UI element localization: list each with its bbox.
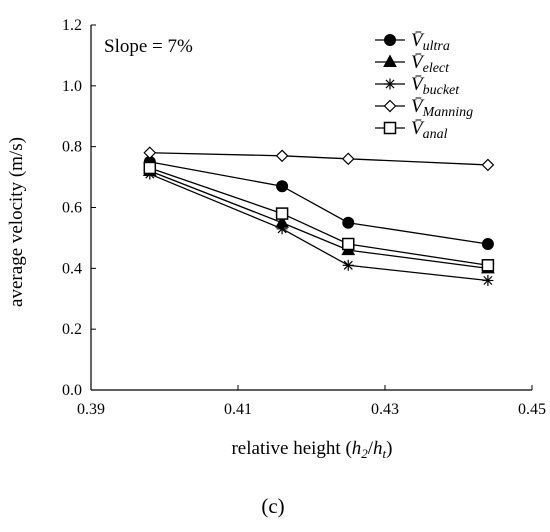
x-axis-title-prefix: relative height ( xyxy=(231,438,351,459)
legend-label: V̄elect xyxy=(411,52,450,76)
legend-label-sub: anal xyxy=(423,127,448,142)
legend-label-sub: bucket xyxy=(423,83,461,98)
slope-annotation: Slope = 7% xyxy=(104,36,193,57)
legend-label: V̄anal xyxy=(411,118,448,142)
legend-label-base: V̄ xyxy=(411,52,425,73)
legend-label-base: V̄ xyxy=(411,118,425,139)
y-tick-label: 0.2 xyxy=(62,321,82,338)
data-point xyxy=(342,216,355,229)
legend-marker xyxy=(383,121,397,135)
asterisk-stroke xyxy=(385,79,395,89)
y-axis-title: average velocity (m/s) xyxy=(6,137,27,307)
series-elect xyxy=(142,163,495,274)
data-point xyxy=(275,207,289,220)
legend-label-sub: elect xyxy=(423,61,451,76)
x-tick-label: 0.41 xyxy=(224,401,252,418)
y-axis-ticks: 0.0 0.2 0.4 0.6 0.8 1.0 1.2 xyxy=(62,17,96,399)
series-line xyxy=(149,170,488,269)
asterisk-stroke xyxy=(343,260,353,270)
legend-label-sub: Manning xyxy=(422,105,474,120)
legend-item: V̄bucket xyxy=(375,74,460,98)
series-ultra xyxy=(143,155,494,250)
data-point xyxy=(481,238,494,250)
data-point xyxy=(342,259,354,271)
data-point xyxy=(482,275,494,286)
x-axis-title-subt: t xyxy=(383,446,387,461)
series-bucket xyxy=(144,168,494,286)
y-tick-label: 1.2 xyxy=(62,17,82,34)
x-axis-title-ht: h xyxy=(373,438,383,459)
series-layer xyxy=(142,146,495,286)
data-point xyxy=(481,158,495,172)
asterisk-stroke xyxy=(483,275,493,286)
data-point xyxy=(481,259,495,272)
series-line xyxy=(149,152,488,166)
series-line xyxy=(149,173,488,282)
series-manning xyxy=(143,146,495,172)
data-point xyxy=(341,152,355,166)
x-tick-label: 0.43 xyxy=(371,401,399,418)
x-axis-title-slash: / xyxy=(368,438,374,459)
legend-marker xyxy=(384,78,396,90)
x-axis-title-suffix: ) xyxy=(386,438,392,459)
data-point xyxy=(276,180,289,193)
y-tick-label: 0.8 xyxy=(62,139,82,156)
legend-item: V̄elect xyxy=(375,52,450,76)
legend-marker xyxy=(383,54,397,67)
legend-label-base: V̄ xyxy=(411,96,425,117)
x-axis-ticks: 0.39 0.41 0.43 0.45 xyxy=(77,385,546,418)
y-tick-label: 0.4 xyxy=(62,260,82,277)
figure-caption: (c) xyxy=(261,494,284,518)
x-axis-title-h: h xyxy=(352,438,362,459)
data-point xyxy=(143,161,157,175)
series-anal xyxy=(143,161,495,272)
x-tick-label: 0.45 xyxy=(518,401,546,418)
y-tick-label: 0.6 xyxy=(62,200,82,217)
legend-marker xyxy=(383,99,397,113)
plot-axes xyxy=(90,25,532,391)
data-point xyxy=(276,223,288,235)
x-axis-title: relative height (h2/ht) xyxy=(231,438,392,461)
legend-item: V̄anal xyxy=(375,118,448,142)
legend-label-base: V̄ xyxy=(411,74,425,95)
data-point xyxy=(342,237,355,251)
legend-label: V̄Manning xyxy=(411,96,473,120)
series-line xyxy=(149,167,488,266)
legend-label: V̄ultra xyxy=(411,30,450,54)
legend-label: V̄bucket xyxy=(411,74,460,98)
legend-item: V̄Manning xyxy=(375,96,473,120)
y-tick-label: 1.0 xyxy=(62,78,82,95)
legend-marker xyxy=(384,34,396,46)
legend-label-base: V̄ xyxy=(411,30,425,51)
x-axis-title-sub2: 2 xyxy=(361,446,368,461)
asterisk-stroke xyxy=(277,224,287,234)
y-tick-label: 0.0 xyxy=(62,382,82,399)
data-point xyxy=(143,146,157,160)
series-line xyxy=(149,161,488,245)
legend-item: V̄ultra xyxy=(375,30,450,54)
x-tick-label: 0.39 xyxy=(77,401,105,418)
legend-label-sub: ultra xyxy=(423,39,450,54)
data-point xyxy=(275,149,289,163)
